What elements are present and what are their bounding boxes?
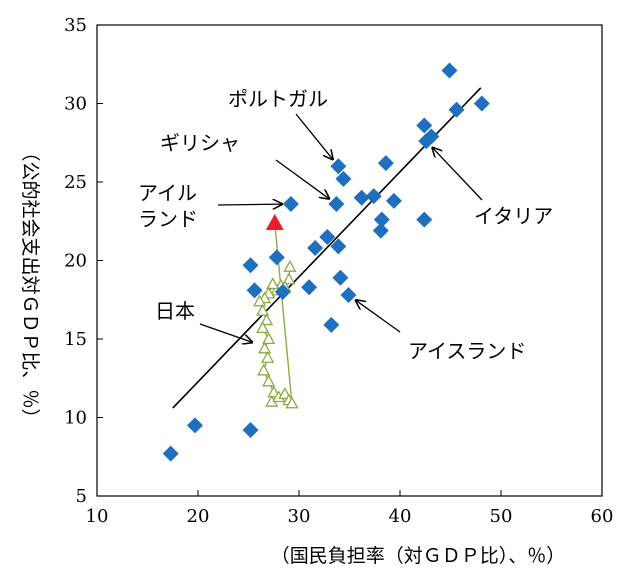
japan-point <box>266 277 280 290</box>
country-point <box>423 128 440 145</box>
japan-point <box>258 341 272 354</box>
country-point <box>385 192 402 209</box>
annotation-arrow <box>217 204 282 205</box>
country-point <box>335 170 352 187</box>
annotation-label: イタリア <box>474 204 553 228</box>
data-marks <box>162 62 490 462</box>
y-tick-label: 15 <box>64 329 87 350</box>
country-point <box>162 445 179 462</box>
country-point <box>373 211 390 228</box>
country-point <box>332 269 349 286</box>
annotation-arrow <box>356 300 401 333</box>
annotation-arrow <box>199 323 252 342</box>
x-tick-label: 50 <box>490 506 513 527</box>
x-axis-title: （国民負担率（対ＧＤＰ比）、％） <box>271 545 566 567</box>
country-point <box>323 316 340 333</box>
country-point <box>301 279 318 296</box>
annotation-arrow <box>275 159 329 199</box>
country-point <box>416 211 433 228</box>
annotation-label: ポルトガル <box>228 87 328 111</box>
country-point <box>242 422 259 439</box>
country-point <box>186 417 203 434</box>
x-tick-label: 40 <box>389 506 412 527</box>
annotation-label: アイスランド <box>408 339 526 363</box>
x-tick-label: 10 <box>86 506 109 527</box>
country-point <box>365 188 382 205</box>
annotation-label: アイル <box>138 181 197 205</box>
japan-point <box>256 303 270 316</box>
country-point <box>377 155 394 172</box>
country-point <box>268 249 285 266</box>
country-point <box>307 239 324 256</box>
x-tick-label: 30 <box>288 506 311 527</box>
y-tick-label: 10 <box>64 408 87 429</box>
japan-point <box>257 363 271 376</box>
x-tick-label: 60 <box>591 506 614 527</box>
country-point <box>328 195 345 212</box>
x-tick-label: 20 <box>187 506 210 527</box>
country-point <box>416 117 433 134</box>
annotation-arrow <box>432 148 483 201</box>
country-point <box>330 158 347 175</box>
japan-point <box>253 294 267 307</box>
japan-point <box>262 374 276 387</box>
y-tick-label: 30 <box>64 94 87 115</box>
country-point <box>274 283 291 300</box>
y-axis-ticks: 5 10 15 20 25 30 35 <box>64 15 103 507</box>
country-point <box>330 238 347 255</box>
country-point <box>242 257 259 274</box>
x-axis-ticks: 10 20 30 40 50 60 <box>86 490 614 527</box>
y-tick-label: 25 <box>64 172 87 193</box>
country-point <box>353 189 370 206</box>
country-point <box>448 101 465 118</box>
japan-point <box>262 332 276 345</box>
japan-point <box>256 321 270 334</box>
y-tick-label: 5 <box>76 486 87 507</box>
country-point <box>372 222 389 239</box>
japan-latest-point <box>265 213 284 231</box>
japan-point <box>285 396 299 409</box>
y-axis-title: （公的社会支出対ＧＤＰ比、％） <box>19 142 41 427</box>
annotation-label: ギリシャ <box>160 131 240 155</box>
country-point <box>319 228 336 245</box>
country-point <box>340 287 357 304</box>
japan-point <box>283 259 297 272</box>
y-tick-label: 35 <box>64 15 87 36</box>
y-tick-label: 20 <box>64 251 87 272</box>
annotation-arrow <box>295 113 333 159</box>
country-point <box>473 95 490 112</box>
japan-point <box>282 272 296 285</box>
japan-point <box>261 351 275 363</box>
country-point <box>246 282 263 299</box>
annotation-label: ランド <box>138 207 198 231</box>
country-point <box>282 195 299 212</box>
annotation-label: 日本 <box>155 299 195 323</box>
plot-area <box>96 24 603 497</box>
japan-point <box>260 313 274 326</box>
country-point <box>441 62 458 79</box>
japan-point <box>267 385 281 398</box>
